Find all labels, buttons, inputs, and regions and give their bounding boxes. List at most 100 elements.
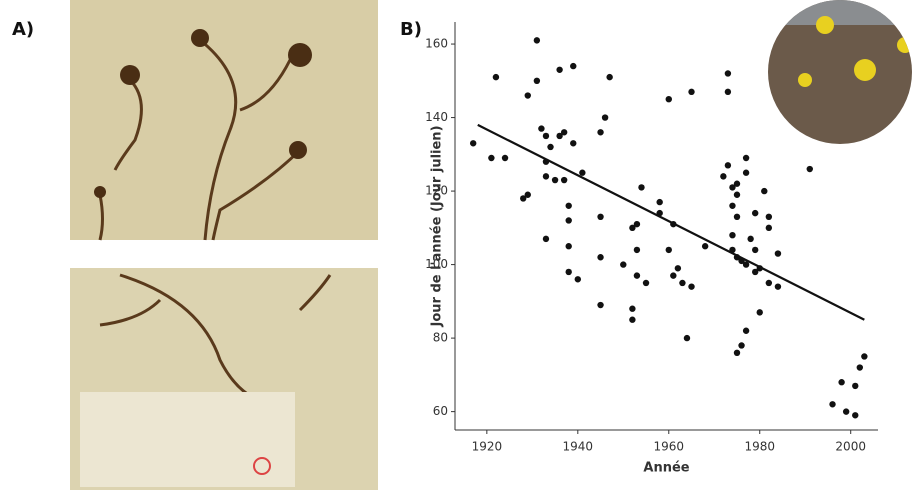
point — [533, 77, 541, 85]
point — [742, 169, 750, 176]
y-tick-label: 120 — [425, 184, 448, 198]
x-tick-label: 1960 — [654, 440, 685, 454]
point — [724, 88, 732, 96]
point — [565, 202, 572, 209]
point — [806, 165, 813, 173]
point — [670, 272, 677, 279]
point — [765, 279, 773, 287]
x-axis-title: Année — [643, 461, 689, 476]
point — [570, 140, 577, 147]
panel-label: B) — [400, 19, 422, 40]
point — [733, 349, 741, 357]
point — [683, 334, 691, 342]
point — [565, 268, 572, 276]
point — [547, 143, 554, 151]
point — [620, 261, 627, 268]
y-tick-label: 160 — [425, 37, 448, 51]
point — [665, 246, 672, 254]
point — [565, 243, 572, 250]
point — [524, 92, 531, 99]
point — [597, 254, 604, 261]
point — [861, 353, 868, 360]
point — [501, 154, 509, 162]
trend-line — [477, 123, 865, 321]
point — [688, 283, 695, 290]
point — [761, 187, 768, 195]
point — [674, 265, 682, 272]
point — [629, 305, 636, 312]
point — [492, 73, 500, 81]
point — [556, 66, 563, 73]
x-tick-label: 2000 — [835, 440, 866, 454]
x-tick-label: 1980 — [744, 440, 775, 454]
point — [520, 195, 527, 202]
point — [842, 408, 850, 415]
point — [738, 342, 745, 349]
x-tick-label: 1920 — [472, 440, 503, 454]
panel-a-photos — [70, 0, 378, 490]
point — [556, 132, 563, 140]
panel-label: A) — [12, 19, 34, 40]
specimen-photo-top — [70, 0, 378, 240]
point — [488, 154, 495, 162]
point — [629, 316, 636, 323]
point — [688, 88, 695, 96]
point — [679, 279, 686, 287]
point — [579, 169, 586, 176]
point — [733, 213, 741, 221]
point — [733, 191, 741, 198]
point — [774, 250, 782, 257]
point — [829, 401, 836, 408]
point — [724, 70, 732, 77]
point — [751, 209, 759, 217]
point — [756, 309, 763, 316]
point — [542, 132, 550, 140]
point — [742, 327, 750, 334]
point — [765, 224, 773, 232]
point — [724, 162, 732, 169]
point — [665, 95, 672, 103]
point — [542, 235, 550, 243]
point — [533, 37, 541, 44]
point — [747, 235, 754, 243]
point — [597, 213, 604, 221]
point — [733, 180, 741, 187]
point — [469, 140, 477, 147]
point — [633, 246, 641, 254]
point — [751, 246, 759, 254]
point — [729, 184, 736, 191]
x-tick-label: 1940 — [563, 440, 594, 454]
stamp — [253, 457, 271, 475]
point — [751, 268, 759, 276]
point — [542, 173, 550, 180]
point — [597, 301, 604, 309]
inset-photo — [768, 0, 912, 144]
point — [742, 261, 750, 268]
y-axis-title: Jour de l'année (Jour julien) — [430, 125, 445, 327]
point — [656, 198, 663, 206]
point — [642, 279, 650, 287]
point — [701, 243, 709, 250]
point — [574, 276, 582, 283]
point — [524, 191, 531, 198]
point — [633, 220, 641, 228]
point — [606, 73, 613, 81]
point — [560, 176, 568, 184]
point — [720, 173, 727, 180]
scatter-plot: 60 80 100 120 140 160 1920 1940 1960 1980 2000 Anné… — [425, 22, 878, 476]
point — [638, 184, 645, 191]
point — [742, 154, 750, 162]
y-tick-label: 60 — [433, 404, 448, 418]
point — [601, 114, 609, 121]
y-tick-label: 80 — [433, 331, 448, 345]
point — [729, 231, 736, 239]
point — [597, 129, 604, 136]
specimen-label — [80, 392, 295, 487]
y-tick-label: 100 — [425, 257, 448, 271]
point — [629, 224, 636, 232]
point — [852, 382, 859, 390]
point — [774, 283, 782, 290]
point — [570, 62, 577, 70]
y-tick-label: 140 — [425, 110, 448, 124]
